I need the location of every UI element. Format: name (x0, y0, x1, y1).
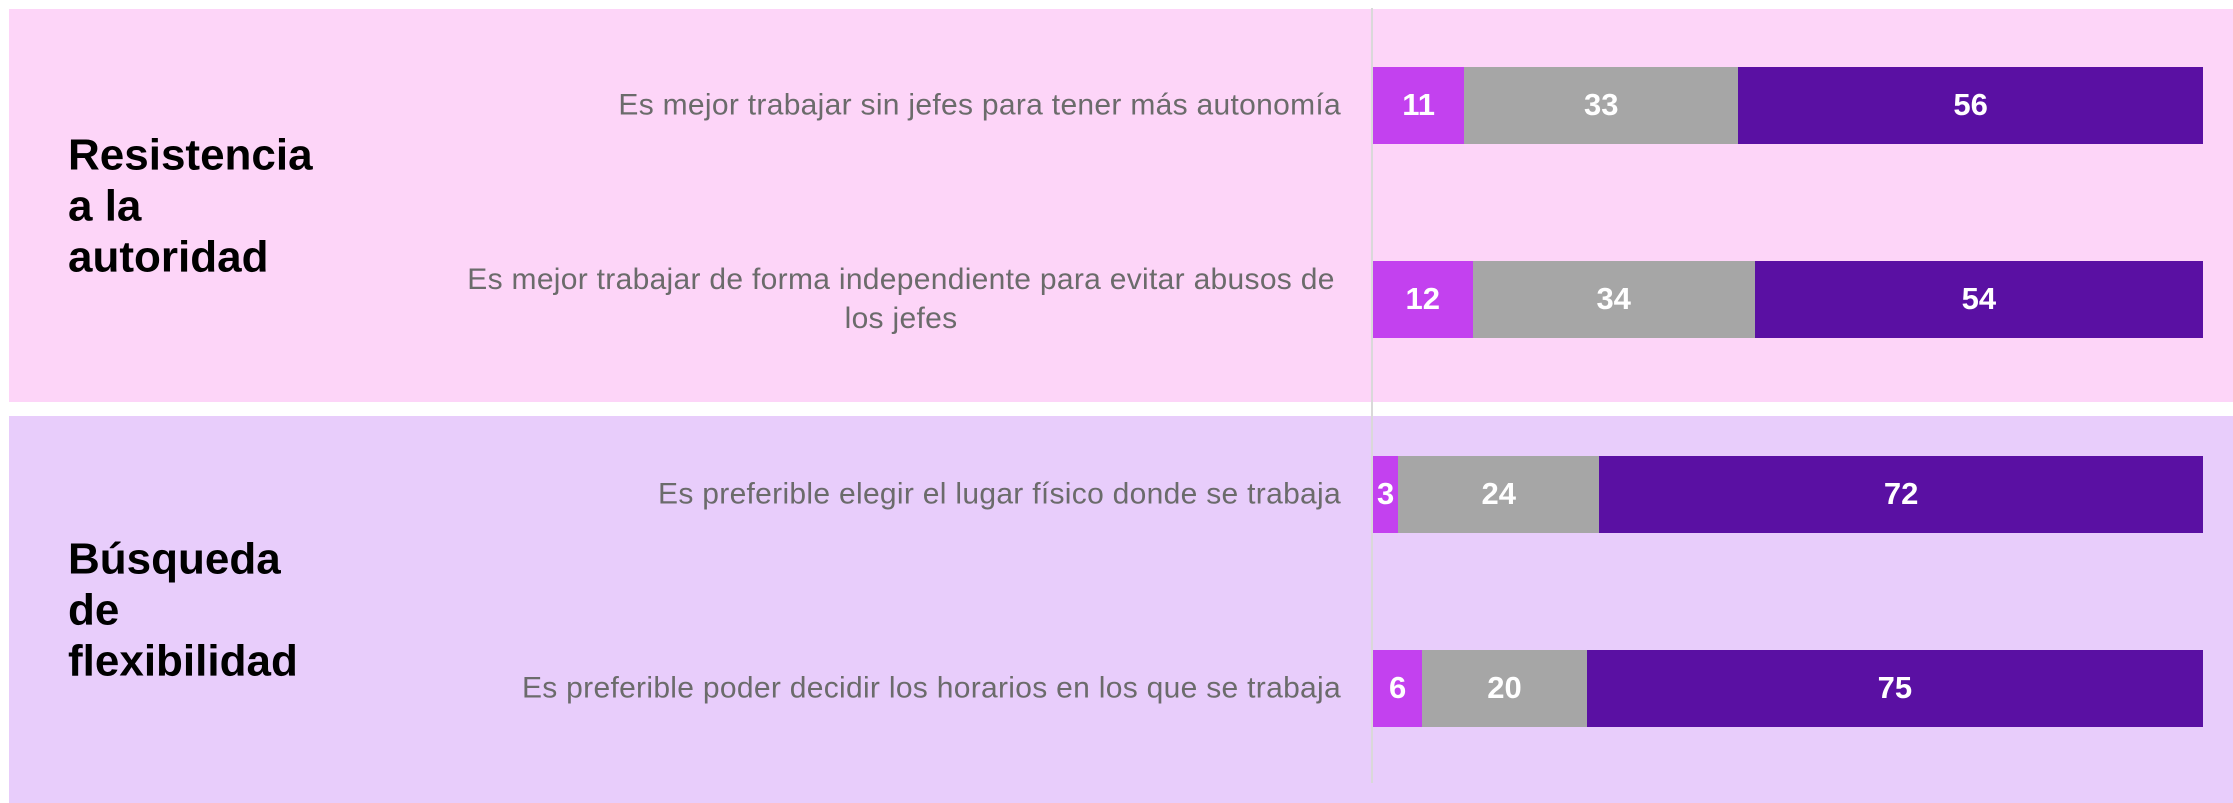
group-label: Resistencia a la autoridad (68, 130, 313, 281)
category-text: Es preferible elegir el lugar físico don… (658, 477, 1341, 511)
data-label: 24 (1481, 476, 1516, 511)
category-label: Es preferible elegir el lugar físico don… (461, 475, 1341, 514)
data-label: 54 (1961, 281, 1997, 316)
category-label: Es preferible poder decidir los horarios… (461, 669, 1341, 708)
bar-segment: 3 (1373, 455, 1399, 533)
data-label: 72 (1883, 476, 1919, 511)
data-label: 20 (1487, 670, 1522, 705)
group-label: Búsqueda de flexibilidad (68, 534, 298, 685)
category-text: Es mejor trabajar de forma independiente… (467, 263, 1335, 335)
category-label: Es mejor trabajar sin jefes para tener m… (461, 86, 1341, 125)
data-label: 12 (1405, 281, 1441, 316)
bar-segment: 12 (1373, 260, 1473, 338)
bar-segment: 6 (1373, 649, 1423, 727)
bar-segment: 54 (1754, 260, 2203, 338)
category-text: Es preferible poder decidir los horarios… (521, 671, 1341, 705)
bar-segment: 72 (1599, 455, 2203, 533)
data-label: 34 (1596, 281, 1631, 316)
bar-segment: 56 (1738, 66, 2203, 144)
bar-segment: 34 (1472, 260, 1755, 338)
data-label: 6 (1389, 670, 1407, 705)
bar-segment: 75 (1586, 649, 2203, 727)
data-label: 33 (1584, 87, 1619, 122)
bar-segment: 33 (1464, 66, 1739, 144)
data-label: 56 (1953, 87, 1988, 122)
category-text: Es mejor trabajar sin jefes para tener m… (618, 88, 1341, 122)
category-label: Es mejor trabajar de forma independiente… (461, 260, 1341, 338)
data-label: 75 (1877, 670, 1913, 705)
data-label: 11 (1402, 87, 1436, 122)
divider-line (1371, 8, 1373, 783)
data-label: 3 (1376, 476, 1395, 511)
bar-segment: 20 (1422, 649, 1587, 727)
bar-segment: 24 (1398, 455, 1600, 533)
bar-segment: 11 (1373, 66, 1465, 144)
